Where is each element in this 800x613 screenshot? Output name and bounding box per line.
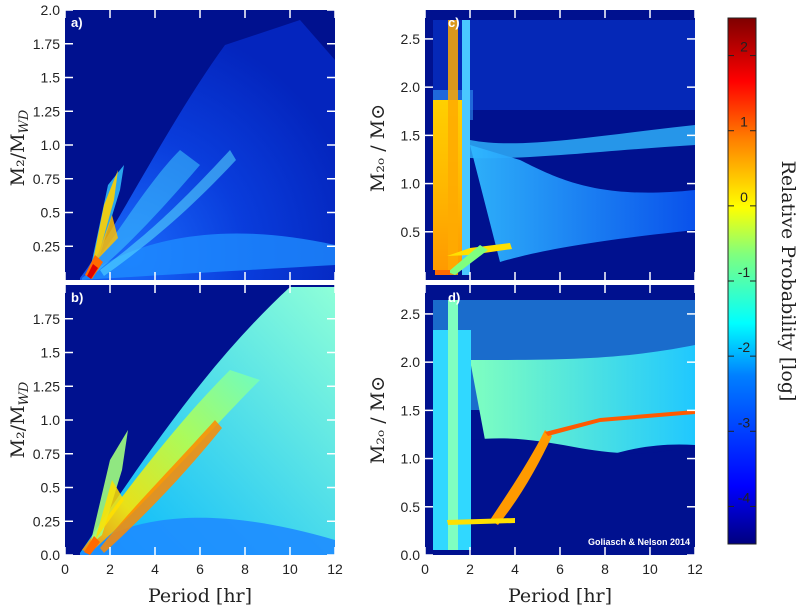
ytick-label: 1.25	[33, 378, 60, 394]
panel-d-label: d)	[448, 290, 460, 305]
panel-b-xlabel: Period [hr]	[148, 585, 252, 607]
xtick-label: 2	[106, 561, 114, 577]
panel-d-yticks: 0.0 0.5 1.0 1.5 2.0 2.5	[401, 306, 695, 563]
ytick-label: 0.5	[41, 205, 61, 221]
ytick-label: 1.0	[401, 176, 421, 192]
xtick-label: 0	[421, 561, 429, 577]
panel-d-xlabel: Period [hr]	[508, 585, 612, 607]
colorbar-tick-label: -3	[738, 414, 751, 430]
xtick-label: 10	[282, 561, 298, 577]
panel-a-ylabel: M₂/MWD	[7, 109, 32, 186]
ytick-label: 0.5	[41, 480, 61, 496]
ytick-label: 2.5	[401, 31, 421, 47]
xtick-label: 4	[511, 561, 519, 577]
panel-c-heatmap	[433, 20, 695, 275]
xtick-label: 4	[151, 561, 159, 577]
panel-b-xticks: 0 2 4 6 8 10 12	[61, 285, 343, 577]
colorbar-label: Relative Probability [log]	[777, 161, 799, 402]
panel-c-xtickmarks	[424, 10, 696, 280]
xtick-label: 12	[327, 561, 343, 577]
panel-d-ylabel: M₂ₒ / M⊙	[367, 376, 389, 464]
panel-a-xtickmarks	[64, 10, 336, 280]
colorbar-tick-label: 1	[740, 114, 748, 130]
xtick-label: 12	[687, 561, 703, 577]
panel-a-yticks: 0.25 0.5 0.75 1.0 1.25 1.5 1.75 2.0	[33, 2, 335, 254]
ytick-label: 2.5	[401, 306, 421, 322]
ytick-label: 1.25	[33, 103, 60, 119]
ytick-label: 1.0	[41, 137, 61, 153]
colorbar-tick-label: -2	[738, 339, 751, 355]
panel-b: b) 0.0 0.25 0.5 0.75 1.0 1.25 1.5 1.75 0 2 4 6 8 10 1…	[7, 285, 343, 607]
ytick-label: 1.0	[401, 451, 421, 467]
panel-d-xticks: 0 2 4 6 8 10 12	[421, 285, 703, 577]
panel-a-label: a)	[71, 15, 83, 30]
ytick-label: 2.0	[401, 79, 421, 95]
colorbar-tick-label: 2	[740, 39, 748, 55]
colorbar-tick-label: -4	[738, 489, 751, 505]
ytick-label: 0.5	[401, 224, 421, 240]
xtick-label: 10	[642, 561, 658, 577]
panel-a-heatmap	[80, 20, 335, 280]
panel-b-yticks: 0.0 0.25 0.5 0.75 1.0 1.25 1.5 1.75	[33, 311, 335, 563]
ytick-label: 0.75	[33, 446, 60, 462]
panel-c-ylabel: M₂ₒ / M⊙	[367, 104, 389, 192]
xtick-label: 6	[196, 561, 204, 577]
ytick-label: 2.0	[401, 354, 421, 370]
ytick-label: 1.0	[41, 412, 61, 428]
panel-c: c) 0.5 1.0 1.5 2.0 2.5 M₂ₒ / M⊙	[367, 10, 696, 280]
xtick-label: 0	[61, 561, 69, 577]
ytick-label: 1.75	[33, 311, 60, 327]
ytick-label: 1.5	[41, 70, 61, 86]
panel-d-heatmap	[433, 300, 695, 555]
panel-b-ylabel: M₂/MWD	[7, 381, 32, 458]
ytick-label: 1.5	[401, 127, 421, 143]
ytick-label: 0.0	[401, 547, 421, 563]
xtick-label: 6	[556, 561, 564, 577]
xtick-label: 2	[466, 561, 474, 577]
ytick-label: 0.0	[41, 547, 61, 563]
ytick-label: 1.75	[33, 36, 60, 52]
colorbar-ticks: 2 1 0 -1 -2 -3 -4	[728, 39, 756, 507]
panel-a: a) 0.25 0.5 0.75 1.0 1.25 1.5 1.75 2.0 M₂/MWD	[7, 2, 336, 280]
colorbar-tick-label: -1	[738, 264, 751, 280]
ytick-label: 2.0	[41, 2, 61, 18]
xtick-label: 8	[601, 561, 609, 577]
panel-c-yticks: 0.5 1.0 1.5 2.0 2.5	[401, 31, 695, 240]
panel-c-label: c)	[448, 15, 460, 30]
ytick-label: 0.25	[33, 513, 60, 529]
panel-b-heatmap	[80, 287, 335, 555]
panel-b-label: b)	[71, 290, 83, 305]
xtick-label: 8	[241, 561, 249, 577]
ytick-label: 0.25	[33, 238, 60, 254]
colorbar: 2 1 0 -1 -2 -3 -4 Relative Probability [log]	[727, 17, 799, 545]
ytick-label: 1.5	[41, 345, 61, 361]
panel-d: d) Goliasch & Nelson 2014 0.0 0.5 1.0 1.5 2.…	[367, 285, 703, 607]
ytick-label: 0.75	[33, 171, 60, 187]
ytick-label: 0.5	[401, 499, 421, 515]
ytick-label: 1.5	[401, 402, 421, 418]
colorbar-tick-label: 0	[740, 189, 748, 205]
panel-d-annotation: Goliasch & Nelson 2014	[588, 537, 690, 547]
